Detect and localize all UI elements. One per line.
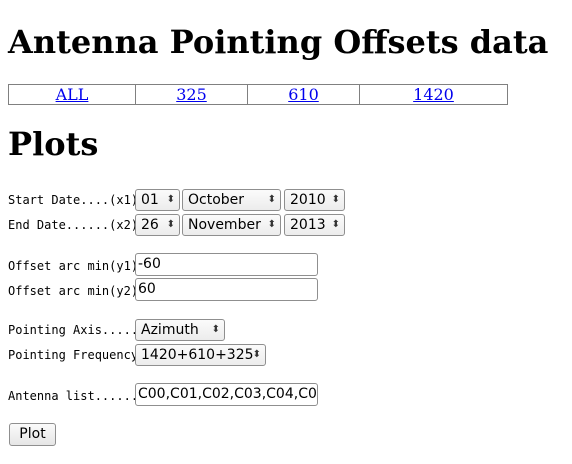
- chevron-updown-icon: ⬍: [166, 194, 175, 205]
- link-1420[interactable]: 1420: [413, 85, 454, 104]
- pointing-frequency-value: 1420+610+325: [141, 347, 254, 363]
- chevron-updown-icon: ⬍: [331, 219, 340, 230]
- pointing-axis-value: Azimuth: [141, 322, 199, 338]
- antenna-list-label: Antenna list......: [8, 389, 139, 403]
- chevron-updown-icon: ⬍: [267, 219, 276, 230]
- link-all[interactable]: ALL: [55, 85, 89, 104]
- pointing-frequency-label: Pointing Frequency: [8, 348, 139, 362]
- link-610[interactable]: 610: [288, 85, 319, 104]
- offset-y2-input[interactable]: 60: [135, 278, 318, 301]
- offset-y2-label: Offset arc min(y2): [8, 284, 139, 298]
- offset-y1-input[interactable]: -60: [135, 253, 318, 276]
- chevron-updown-icon: ⬍: [252, 349, 261, 360]
- pointing-axis-select[interactable]: Azimuth ⬍: [135, 319, 225, 341]
- frequency-links-table: ALL 325 610 1420: [8, 84, 508, 105]
- chevron-updown-icon: ⬍: [166, 219, 175, 230]
- start-year-select[interactable]: 2010 ⬍: [284, 189, 345, 211]
- plot-button[interactable]: Plot: [9, 423, 56, 446]
- pointing-axis-label: Pointing Axis.....: [8, 323, 139, 337]
- end-year-value: 2013: [290, 217, 326, 233]
- chevron-updown-icon: ⬍: [331, 194, 340, 205]
- chevron-updown-icon: ⬍: [267, 194, 276, 205]
- start-month-select[interactable]: October ⬍: [182, 189, 281, 211]
- start-day-select[interactable]: 01 ⬍: [135, 189, 180, 211]
- start-year-value: 2010: [290, 192, 326, 208]
- plots-heading: Plots: [8, 125, 99, 163]
- page-title: Antenna Pointing Offsets data: [8, 23, 549, 61]
- start-month-value: October: [188, 192, 245, 208]
- end-month-select[interactable]: November ⬍: [182, 214, 281, 236]
- end-day-value: 26: [141, 217, 159, 233]
- chevron-updown-icon: ⬍: [211, 324, 220, 335]
- offset-y1-label: Offset arc min(y1): [8, 259, 139, 273]
- end-date-label: End Date......(x2): [8, 218, 139, 232]
- pointing-frequency-select[interactable]: 1420+610+325 ⬍: [135, 344, 266, 366]
- end-day-select[interactable]: 26 ⬍: [135, 214, 180, 236]
- end-year-select[interactable]: 2013 ⬍: [284, 214, 345, 236]
- end-month-value: November: [188, 217, 261, 233]
- start-day-value: 01: [141, 192, 159, 208]
- start-date-label: Start Date....(x1): [8, 193, 139, 207]
- link-325[interactable]: 325: [176, 85, 207, 104]
- antenna-list-input[interactable]: C00,C01,C02,C03,C04,C05,C06: [135, 383, 318, 406]
